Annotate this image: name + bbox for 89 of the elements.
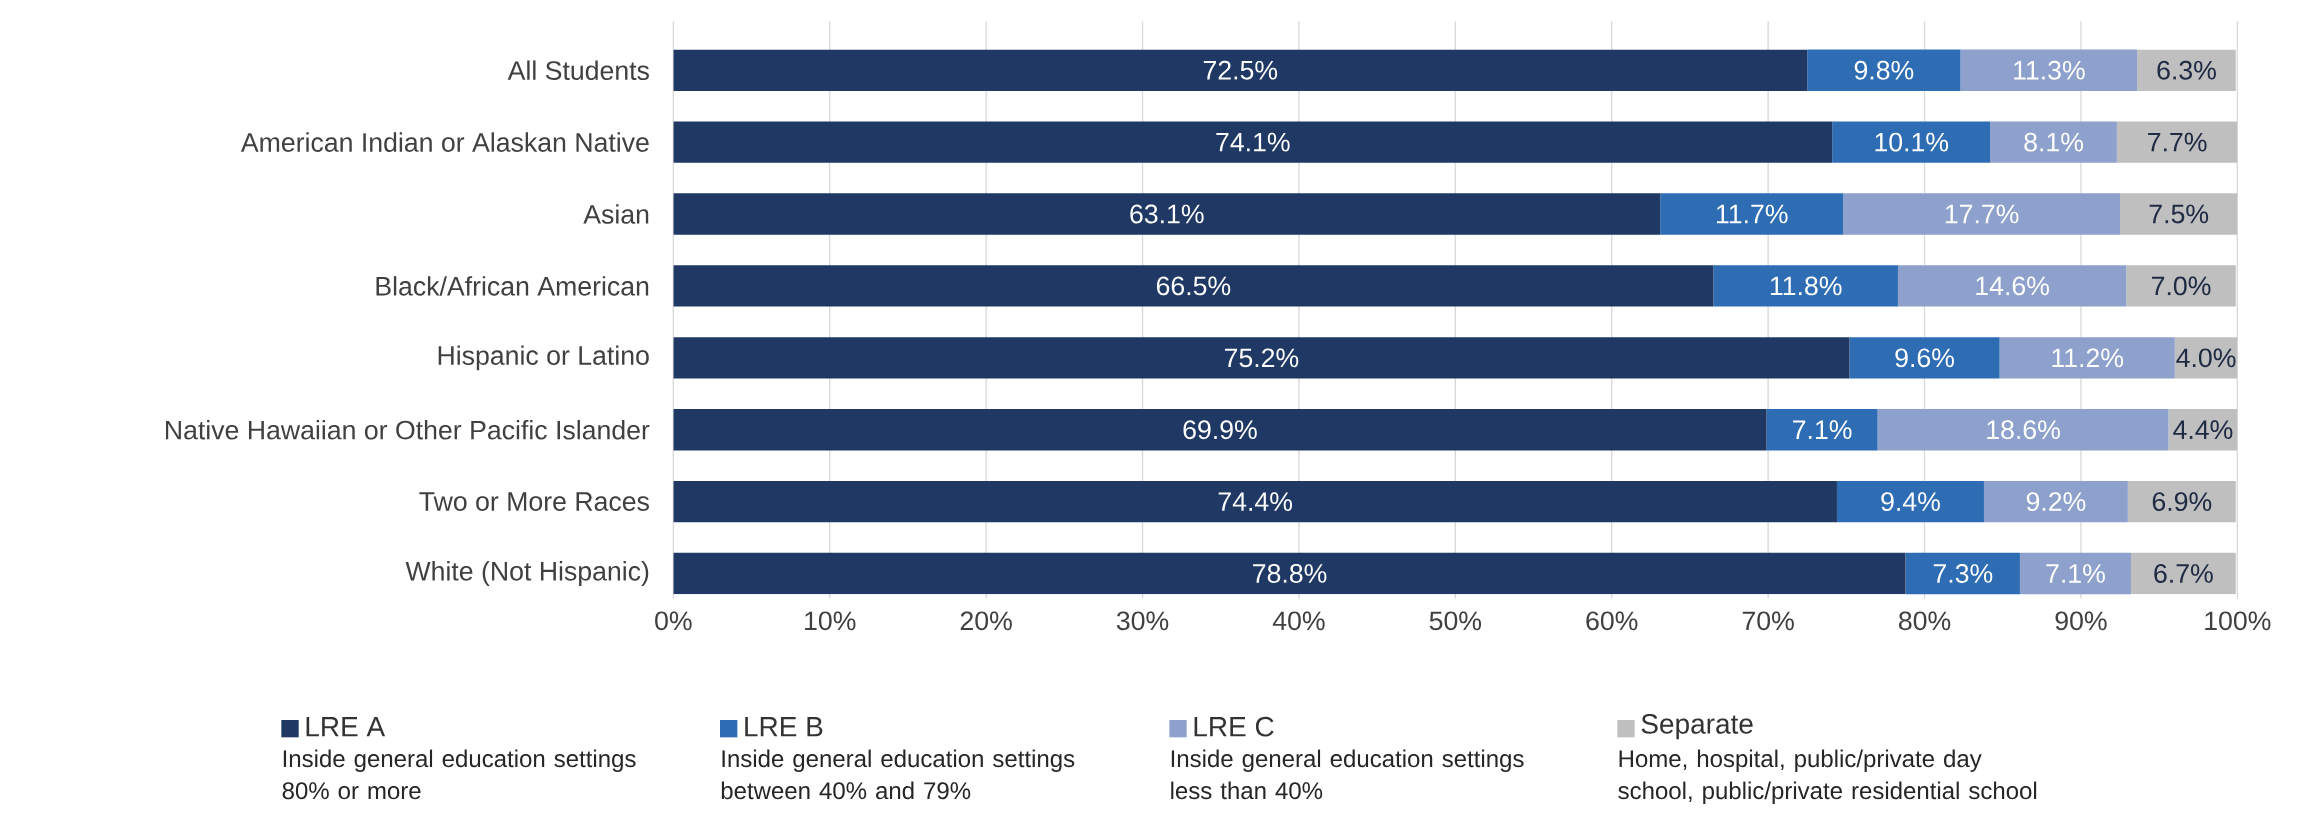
bar: [1766, 409, 1878, 451]
legend-label: LRE B: [745, 717, 823, 737]
x-tick-label: 40%: [1272, 611, 1325, 631]
y-tick-label: White (Not Hispanic): [405, 561, 649, 586]
bar: [1843, 193, 2121, 235]
bar: [2019, 552, 2131, 595]
y-tick-label: Black/African American: [376, 276, 649, 296]
data-label: 9.8%: [1854, 60, 1914, 80]
data-label: 9.6%: [1895, 348, 1954, 368]
data-label: 7.1%: [1793, 420, 1852, 440]
x-tick-label: 20%: [960, 611, 1012, 631]
y-tick-label: American Indian or Alaskan Native: [240, 132, 649, 152]
data-label: 9.2%: [2026, 492, 2086, 512]
bar: [1897, 265, 2127, 307]
y-tick-label: Two or More Races: [419, 492, 649, 511]
x-tick-label: 90%: [2055, 611, 2107, 631]
bar: [1836, 480, 1984, 523]
data-label: 7.5%: [2149, 204, 2209, 224]
data-label: 7.0%: [2152, 276, 2211, 296]
y-tick-label: Hispanic or Latino: [438, 345, 649, 371]
legend-label: Separate: [1641, 713, 1753, 740]
y-tick-label: Asian: [583, 204, 649, 224]
data-label: 75.2%: [1224, 348, 1299, 368]
data-label: 4.4%: [2173, 420, 2233, 440]
bar: [673, 193, 1661, 235]
bar: [1660, 193, 1844, 235]
bar: [2126, 265, 2236, 307]
x-tick-label: 0%: [655, 611, 692, 631]
data-label: 63.1%: [1130, 204, 1204, 224]
bar: [1990, 121, 2117, 163]
data-label: 78.8%: [1253, 564, 1327, 583]
data-label: 18.6%: [1987, 420, 2060, 440]
data-label: 7.7%: [2148, 132, 2207, 152]
bar: [673, 337, 1850, 379]
bar: [673, 265, 1714, 307]
data-label: 17.7%: [1945, 204, 2019, 224]
bar: [2116, 121, 2238, 163]
bar: [1713, 265, 1898, 307]
data-label: 6.9%: [2152, 492, 2212, 512]
x-tick-label: 100%: [2205, 611, 2271, 631]
bar: [673, 121, 1833, 163]
data-label: 74.4%: [1218, 492, 1292, 511]
data-label: 7.3%: [1933, 564, 1993, 583]
x-tick-label: 30%: [1116, 611, 1169, 631]
bar: [1877, 409, 2169, 451]
data-label: 11.3%: [2014, 60, 2085, 80]
x-tick-label: 80%: [1899, 611, 1951, 631]
x-tick-label: 50%: [1429, 611, 1482, 631]
text: Inside general education settings between 40% and 79%: [721, 749, 1075, 800]
y-tick-label: All Students: [507, 60, 649, 81]
bar: [2127, 480, 2236, 523]
bar: [2137, 49, 2236, 91]
bar: [673, 480, 1837, 523]
bar: [673, 552, 1906, 595]
bar: [1960, 49, 2138, 91]
data-label: 69.9%: [1183, 420, 1257, 440]
bar: [2120, 193, 2238, 235]
legend-label: LRE C: [1194, 716, 1274, 737]
data-label: 11.8%: [1770, 276, 1842, 296]
data-label: 8.1%: [2024, 132, 2083, 152]
data-label: 7.1%: [2046, 564, 2105, 583]
y-tick-label: Native Hawaiian or Other Pacific Islander: [166, 419, 650, 440]
data-label: 9.4%: [1881, 492, 1940, 512]
data-label: 74.1%: [1216, 132, 1290, 152]
data-label: 66.5%: [1156, 276, 1231, 296]
x-tick-label: 70%: [1742, 611, 1794, 631]
data-label: 11.7%: [1716, 204, 1788, 224]
bar: [673, 409, 1767, 451]
bar: [2130, 552, 2236, 595]
bar: [1807, 49, 1961, 91]
bar: [673, 49, 1808, 91]
bar: [1849, 337, 2000, 379]
x-tick-label: 10%: [805, 611, 856, 631]
x-tick-label: 60%: [1586, 611, 1638, 631]
data-label: 6.7%: [2154, 564, 2213, 583]
data-label: 11.2%: [2052, 348, 2124, 368]
text: Inside general education settings 80% or more: [282, 749, 636, 800]
legend-label: LRE A: [306, 717, 386, 737]
data-label: 6.3%: [2157, 60, 2216, 80]
bar: [1983, 480, 2128, 523]
bar: [1832, 121, 1991, 163]
data-label: 14.6%: [1976, 276, 2049, 296]
text: Inside general education settings less than 40%: [1171, 749, 1524, 800]
data-label: 10.1%: [1875, 132, 1949, 152]
data-label: 4.0%: [2176, 348, 2236, 368]
bar: [1905, 552, 2020, 595]
data-label: 72.5%: [1203, 60, 1278, 80]
bar: [1999, 337, 2175, 379]
text: Home, hospital, public/private day school, public/private residential school: [1618, 749, 2037, 804]
